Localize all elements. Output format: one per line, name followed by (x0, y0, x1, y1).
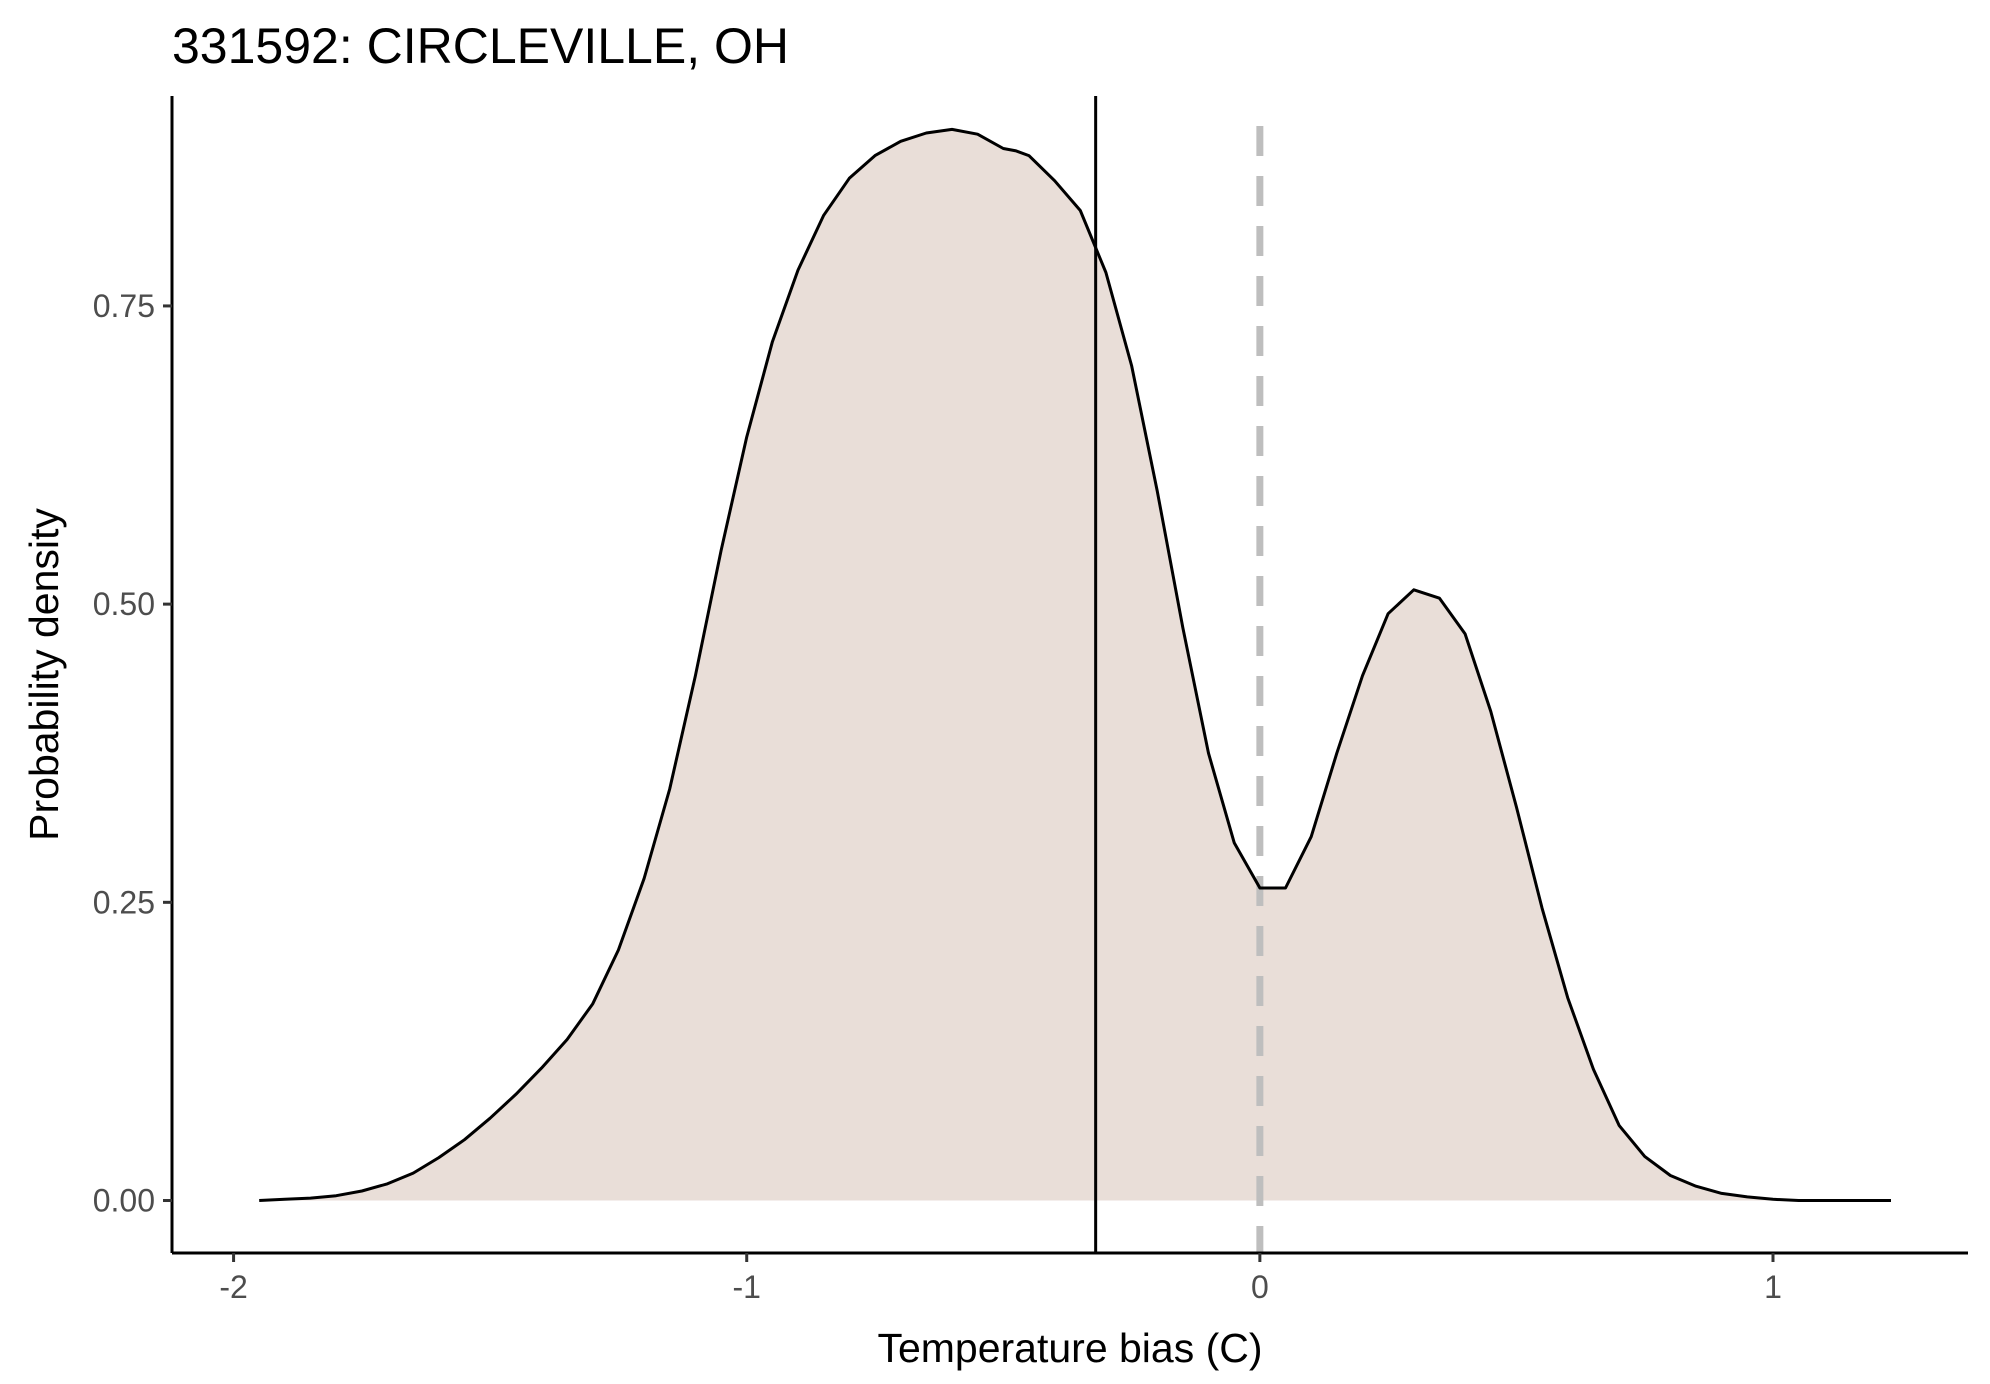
y-tick-label: 0.75 (93, 288, 155, 324)
chart-title: 331592: CIRCLEVILLE, OH (172, 18, 789, 74)
x-tick-label: 1 (1764, 1269, 1782, 1305)
density-curve (259, 127, 1891, 1202)
y-tick-label: 0.50 (93, 586, 155, 622)
x-tick-label: -2 (219, 1269, 247, 1305)
y-axis-ticks: 0.00 0.25 0.50 0.75 (93, 288, 172, 1219)
x-axis-ticks: -2 -1 0 1 (219, 1253, 1782, 1305)
y-axis-title: Probability density (21, 508, 67, 841)
y-tick-label: 0.00 (93, 1183, 155, 1219)
y-tick-label: 0.25 (93, 884, 155, 920)
x-tick-label: 0 (1251, 1269, 1269, 1305)
x-tick-label: -1 (732, 1269, 760, 1305)
density-area (259, 129, 1892, 1201)
plot-area (259, 96, 1892, 1253)
x-axis-title: Temperature bias (C) (877, 1325, 1262, 1371)
